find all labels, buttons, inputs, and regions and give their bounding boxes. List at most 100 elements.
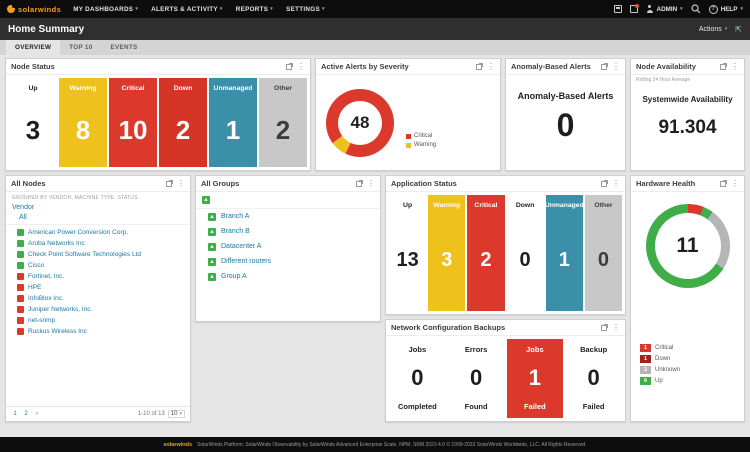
status-tile[interactable]: Up 13 <box>389 195 427 311</box>
status-tile[interactable]: Other 2 <box>259 78 307 167</box>
help-label: HELP <box>720 5 738 13</box>
anomaly-count: 0 <box>556 107 575 143</box>
backup-tile[interactable]: Errors 0 Found <box>447 339 505 418</box>
kebab-menu-icon[interactable]: ⋮ <box>731 178 739 188</box>
vendor-link[interactable]: Fortinet, Inc. <box>28 273 65 280</box>
backup-tile[interactable]: Backup 0 Failed <box>565 339 622 418</box>
tab[interactable]: EVENTS <box>110 44 138 51</box>
status-tile[interactable]: Down 2 <box>159 78 207 167</box>
group-by-vendor-link[interactable]: Vendor <box>12 204 35 211</box>
open-in-new-icon[interactable] <box>476 62 483 70</box>
status-tile[interactable]: Warning 3 <box>428 195 466 311</box>
kebab-menu-icon[interactable]: ⋮ <box>612 178 620 188</box>
status-tile-label: Critical <box>474 202 498 209</box>
legend-item: 3 Unknown <box>640 366 744 374</box>
tab[interactable]: OVERVIEW <box>6 40 61 55</box>
status-tile[interactable]: Warning 8 <box>59 78 107 167</box>
vendor-row[interactable]: Fortinet, Inc. <box>6 271 190 282</box>
kebab-menu-icon[interactable]: ⋮ <box>297 61 305 71</box>
status-tile[interactable]: Unmanaged 1 <box>209 78 257 167</box>
nav-menu-item[interactable]: SETTINGS ▾ <box>286 6 325 13</box>
open-in-new-icon[interactable] <box>166 179 173 187</box>
vendor-row[interactable]: net-snmp <box>6 315 190 326</box>
open-in-new-icon[interactable] <box>601 62 608 70</box>
kebab-menu-icon[interactable]: ⋮ <box>612 322 620 332</box>
nav-menu-item[interactable]: ALERTS & ACTIVITY ▾ <box>151 6 223 13</box>
legend-count-chip: 1 <box>640 355 651 363</box>
vendor-row[interactable]: InfoBlox Inc. <box>6 293 190 304</box>
group-all-link[interactable]: All <box>6 213 190 225</box>
group-row[interactable]: Different routers <box>196 254 380 269</box>
kebab-menu-icon[interactable]: ⋮ <box>612 61 620 71</box>
group-row[interactable]: Branch A <box>196 209 380 224</box>
tab[interactable]: TOP 10 <box>69 44 93 51</box>
open-in-new-icon[interactable] <box>720 62 727 70</box>
status-tile[interactable]: Down 0 <box>506 195 544 311</box>
group-link[interactable]: Branch B <box>221 228 250 235</box>
vendor-row[interactable]: Ruckus Wireless Inc <box>6 326 190 337</box>
kebab-menu-icon[interactable]: ⋮ <box>367 178 375 188</box>
vendor-link[interactable]: Ruckus Wireless Inc <box>28 328 87 335</box>
vendor-row[interactable]: Cisco <box>6 260 190 271</box>
backup-tile-top-label: Backup <box>580 345 608 354</box>
vendor-link[interactable]: InfoBlox Inc. <box>28 295 64 302</box>
vendor-link[interactable]: HPE <box>28 284 42 291</box>
notifications-icon[interactable] <box>629 4 639 13</box>
vendor-link[interactable]: Check Point Software Technologies Ltd <box>28 251 141 258</box>
group-row[interactable]: Group A <box>196 269 380 284</box>
application-status-tiles: Up 13 Warning 3 Critical 2 Down 0 Unmana… <box>386 192 625 314</box>
fullscreen-icon[interactable]: ⇱ <box>735 24 742 34</box>
group-status-icon <box>202 196 210 204</box>
group-link[interactable]: Different routers <box>221 258 272 265</box>
kebab-menu-icon[interactable]: ⋮ <box>487 61 495 71</box>
actions-dropdown[interactable]: Actions ▾ <box>699 26 727 33</box>
vendor-row[interactable]: Juniper Networks, Inc. <box>6 304 190 315</box>
open-in-new-icon[interactable] <box>601 323 608 331</box>
nav-menu-item[interactable]: REPORTS ▾ <box>236 6 273 13</box>
calendar-icon[interactable] <box>613 5 622 13</box>
vendor-link[interactable]: Aruba Networks Inc <box>28 240 85 247</box>
group-link[interactable]: Branch A <box>221 213 250 220</box>
kebab-menu-icon[interactable]: ⋮ <box>177 178 185 188</box>
vendor-link[interactable]: Cisco <box>28 262 45 269</box>
help-menu[interactable]: ? HELP ▾ <box>708 4 743 14</box>
open-in-new-icon[interactable] <box>601 179 608 187</box>
vendor-link[interactable]: American Power Conversion Corp. <box>28 229 129 236</box>
backup-tile[interactable]: Jobs 1 Failed <box>506 339 564 418</box>
vendor-row[interactable]: American Power Conversion Corp. <box>6 227 190 238</box>
vendor-link[interactable]: Juniper Networks, Inc. <box>28 306 93 313</box>
status-tile[interactable]: Unmanaged 1 <box>545 195 583 311</box>
open-in-new-icon[interactable] <box>720 179 727 187</box>
status-tile[interactable]: Other 0 <box>584 195 623 311</box>
status-tile[interactable]: Up 3 <box>9 78 57 167</box>
nav-menu-item[interactable]: MY DASHBOARDS ▾ <box>73 6 138 13</box>
open-in-new-icon[interactable] <box>356 179 363 187</box>
vendor-row[interactable]: Check Point Software Technologies Ltd <box>6 249 190 260</box>
vendor-row[interactable]: Aruba Networks Inc <box>6 238 190 249</box>
group-row[interactable]: Datacenter A <box>196 239 380 254</box>
hardware-donut-chart[interactable]: 11 <box>645 204 730 288</box>
page-button[interactable]: 2 <box>24 411 28 417</box>
admin-menu[interactable]: ADMIN ▾ <box>646 5 683 13</box>
status-tile[interactable]: Critical 2 <box>467 195 505 311</box>
page-size-dropdown[interactable]: 10 ▾ <box>167 410 185 418</box>
group-link[interactable]: Group A <box>221 273 247 280</box>
alerts-donut-chart[interactable]: 48 <box>326 88 394 157</box>
vendor-link[interactable]: net-snmp <box>28 317 56 324</box>
group-row[interactable]: Branch B <box>196 224 380 239</box>
alerts-total: 48 <box>350 112 370 132</box>
next-page-icon[interactable]: › <box>36 411 38 417</box>
solarwinds-logo[interactable]: solarwinds <box>7 4 61 14</box>
vendor-row[interactable]: HPE <box>6 282 190 293</box>
legend-label: Warning <box>414 142 437 148</box>
kebab-menu-icon[interactable]: ⋮ <box>731 61 739 71</box>
groups-root-row[interactable] <box>196 192 380 209</box>
backup-tile[interactable]: Jobs 0 Completed <box>389 339 446 418</box>
group-link[interactable]: Datacenter A <box>221 243 262 250</box>
search-icon[interactable] <box>691 4 701 14</box>
page-button[interactable]: 1 <box>13 411 17 417</box>
status-tile[interactable]: Critical 10 <box>109 78 157 167</box>
open-in-new-icon[interactable] <box>286 62 293 70</box>
backup-tile-value: 0 <box>411 365 424 390</box>
legend-item: 1 Down <box>640 355 744 363</box>
